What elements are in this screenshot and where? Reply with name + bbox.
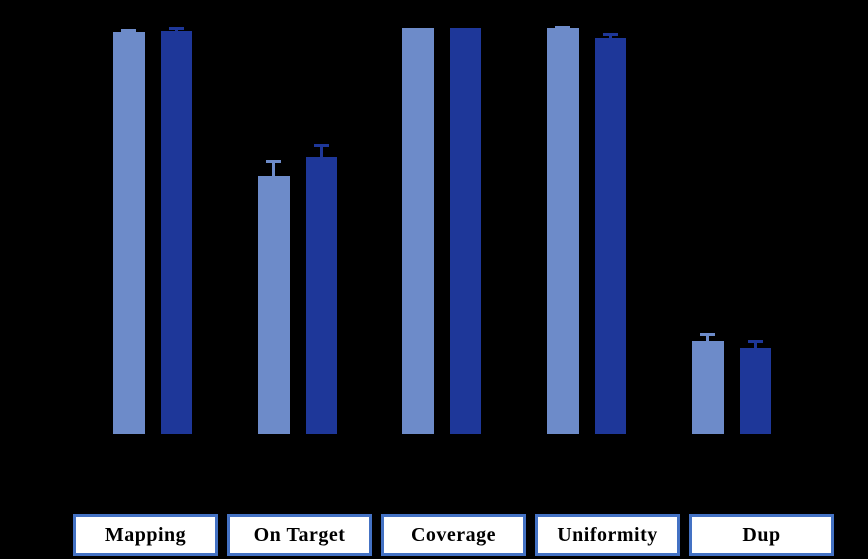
bar-uniformity-light-blue-series [547, 28, 579, 434]
category-label-box-mapping: Mapping [73, 514, 218, 556]
plot-area [113, 26, 771, 434]
error-bar-cap [747, 339, 763, 343]
category-label-text: Dup [742, 523, 781, 546]
category-label-text: On Target [253, 523, 346, 546]
category-label-box-uniformity: Uniformity [535, 514, 680, 556]
category-label-text: Mapping [104, 523, 187, 546]
bar-uniformity-dark-blue-series [594, 38, 626, 434]
error-bar-cap [602, 33, 618, 37]
error-bar-cap [168, 26, 184, 30]
error-bar-stem [319, 144, 323, 158]
bar-coverage-dark-blue-series [449, 28, 481, 434]
bar-mapping-light-blue-series [113, 32, 145, 434]
error-bar-cap [313, 144, 329, 148]
error-bar-cap [555, 26, 571, 30]
bar-dup-dark-blue-series [739, 347, 771, 434]
bar-on-target-dark-blue-series [305, 157, 337, 434]
bar-coverage-light-blue-series [402, 28, 434, 434]
error-bar-stem [706, 332, 710, 341]
category-labels-row: Mapping On Target Coverage Uniformity Dup [0, 514, 868, 557]
bar-mapping-dark-blue-series [160, 30, 192, 434]
bar-dup-light-blue-series [692, 340, 724, 434]
error-bar-stem [272, 160, 276, 177]
error-bar-cap [121, 28, 137, 32]
error-bar-cap [700, 332, 716, 336]
category-label-box-on-target: On Target [227, 514, 372, 556]
error-bar-stem [753, 339, 757, 348]
category-label-text: Coverage [410, 523, 497, 546]
category-label-text: Uniformity [557, 523, 658, 546]
bar-on-target-light-blue-series [258, 176, 290, 434]
category-label-box-dup: Dup [689, 514, 834, 556]
error-bar-cap [266, 160, 282, 164]
category-label-box-coverage: Coverage [381, 514, 526, 556]
